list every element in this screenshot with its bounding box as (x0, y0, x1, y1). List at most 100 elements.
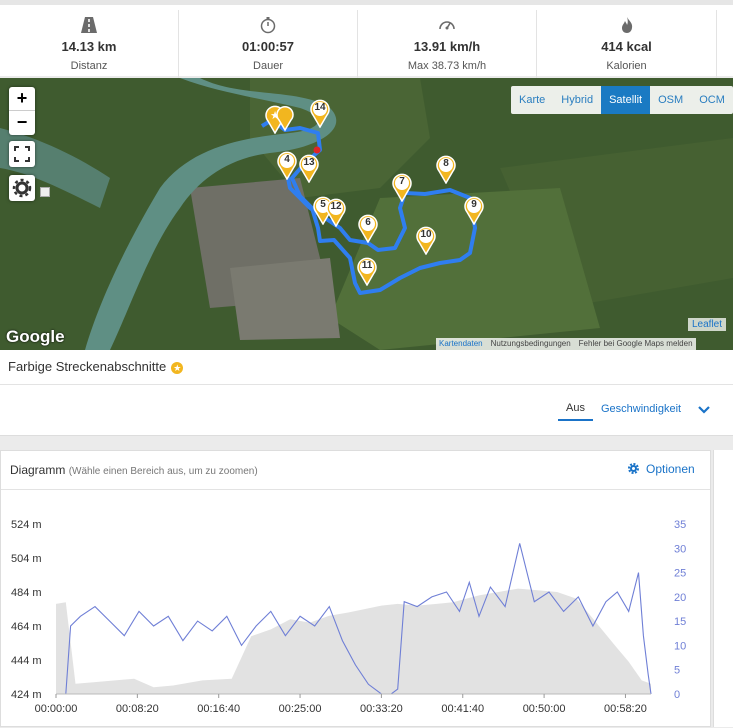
tab-aus[interactable]: Aus (558, 399, 593, 421)
stats-bar: 14.13 km Distanz 01:00:57 Dauer 13.91 km… (0, 0, 733, 78)
route-marker-label: 7 (399, 176, 405, 187)
zoom-control[interactable]: + − (9, 87, 35, 135)
y-right-tick-label: 15 (674, 616, 686, 628)
gear-icon (628, 463, 639, 474)
y-left-tick-label: 424 m (11, 689, 42, 701)
x-tick-label: 00:08:20 (116, 703, 159, 715)
stat-distance: 14.13 km Distanz (0, 10, 179, 78)
route-marker-label: 12 (330, 201, 342, 212)
segments-panel: Farbige Streckenabschnitte ★ Aus Geschwin… (0, 350, 733, 436)
svg-text:★: ★ (270, 109, 280, 122)
map-attribution: Kartendaten Nutzungsbedingungen Fehler b… (436, 338, 696, 350)
route-marker[interactable]: 6 (357, 213, 379, 244)
x-tick-label: 00:58:20 (604, 703, 647, 715)
flame-icon (621, 17, 632, 33)
route-marker[interactable]: 13 (298, 153, 320, 184)
zoom-out-button[interactable]: − (16, 112, 28, 132)
x-tick-label: 00:50:00 (523, 703, 566, 715)
segments-tabs[interactable]: Aus Geschwindigkeit (558, 399, 711, 421)
divider (0, 384, 733, 385)
calories-label: Kalorien (606, 60, 647, 72)
y-left-tick-label: 464 m (11, 621, 42, 633)
route-marker-label: 11 (361, 260, 373, 271)
layer-satellit[interactable]: Satellit (601, 86, 651, 114)
y-left-tick-label: 504 m (11, 553, 42, 565)
x-tick-label: 00:25:00 (279, 703, 322, 715)
route-marker[interactable]: 12 (325, 197, 347, 228)
segments-heading: Farbige Streckenabschnitte ★ (8, 359, 184, 374)
y-right-tick-label: 35 (674, 519, 686, 531)
elevation-series-area (56, 588, 651, 694)
road-icon (81, 17, 97, 33)
google-logo: Google (6, 327, 65, 346)
y-right-tick-label: 5 (674, 665, 680, 677)
route-marker-label: 8 (443, 158, 449, 169)
y-left-tick-label: 444 m (11, 655, 42, 667)
route-marker[interactable]: 14 (309, 98, 331, 129)
chart-hint: (Wähle einen Bereich aus, um zu zoomen) (68, 466, 258, 477)
chart-title: Diagramm (10, 463, 66, 477)
y-right-tick-label: 30 (674, 543, 686, 555)
settings-gear-icon[interactable] (9, 175, 35, 201)
start-marker-star-icon[interactable]: ★ (264, 104, 294, 135)
y-right-tick-label: 0 (674, 689, 680, 701)
elevation-speed-chart[interactable]: 424 m 444 m 464 m 484 m 504 m 524 m 0 5 10 15 20 25… (1, 451, 712, 728)
distance-label: Distanz (70, 60, 108, 72)
y-right-tick-label: 10 (674, 640, 686, 652)
report-error-link[interactable]: Fehler bei Google Maps melden (578, 339, 693, 348)
route-marker[interactable]: 9 (463, 195, 485, 226)
layer-ocm[interactable]: OCM (699, 94, 725, 106)
calories-value: 414 kcal (601, 39, 652, 54)
stat-calories: 414 kcal Kalorien (537, 10, 717, 78)
chevron-down-icon[interactable] (697, 403, 711, 418)
terms-link[interactable]: Nutzungsbedingungen (490, 339, 571, 348)
segments-title: Farbige Streckenabschnitte (8, 359, 167, 374)
fullscreen-icon[interactable] (9, 141, 35, 167)
route-marker-label: 4 (284, 154, 290, 165)
zoom-in-button[interactable]: + (9, 87, 35, 111)
route-marker-label: 13 (303, 157, 315, 168)
map-layer-switcher[interactable]: Karte Hybrid Satellit OSM OCM (511, 86, 733, 114)
route-marker[interactable]: 7 (391, 172, 413, 203)
y-right-tick-label: 25 (674, 568, 686, 580)
layer-checkbox[interactable] (40, 187, 50, 197)
y-right-tick-label: 20 (674, 592, 686, 604)
route-map[interactable] (0, 78, 733, 350)
x-tick-label: 00:00:00 (35, 703, 78, 715)
map-data-link[interactable]: Kartendaten (439, 339, 483, 348)
distance-value: 14.13 km (61, 39, 117, 54)
layer-karte[interactable]: Karte (519, 94, 546, 106)
route-marker-label: 14 (314, 102, 326, 113)
end-dot (313, 146, 321, 154)
star-icon: ★ (171, 361, 184, 374)
duration-label: Dauer (253, 60, 283, 72)
leaflet-link[interactable]: Leaflet (688, 318, 727, 331)
route-marker-label: 5 (320, 199, 326, 210)
x-tick-label: 00:41:40 (441, 703, 484, 715)
route-marker-label: 6 (365, 217, 371, 228)
stat-duration: 01:00:57 Dauer (179, 10, 358, 78)
chart-divider (1, 489, 710, 490)
route-marker-label: 9 (471, 199, 477, 210)
options-button[interactable]: Optionen (627, 462, 695, 476)
speed-value: 13.91 km/h (413, 39, 481, 54)
route-marker[interactable]: 10 (415, 225, 437, 256)
layer-osm[interactable]: OSM (658, 94, 684, 106)
route-marker[interactable]: 8 (435, 154, 457, 185)
y-left-tick-label: 484 m (11, 587, 42, 599)
x-tick-label: 00:33:20 (360, 703, 403, 715)
duration-value: 01:00:57 (241, 39, 295, 54)
route-marker[interactable]: 4 (276, 150, 298, 181)
chart-card: Diagramm (Wähle einen Bereich aus, um zu… (0, 450, 711, 727)
stopwatch-icon (260, 17, 276, 34)
layer-hybrid[interactable]: Hybrid (561, 94, 594, 106)
speed-label: Max 38.73 km/h (407, 60, 487, 72)
options-label: Optionen (646, 462, 695, 476)
speedometer-icon (439, 21, 455, 30)
stat-speed: 13.91 km/h Max 38.73 km/h (358, 10, 537, 78)
route-marker[interactable]: 11 (356, 256, 378, 287)
chart-heading: Diagramm (Wähle einen Bereich aus, um zu… (10, 463, 258, 477)
tab-geschwindigkeit[interactable]: Geschwindigkeit (600, 403, 682, 415)
side-panel-edge (713, 450, 733, 727)
route-marker-label: 10 (420, 229, 432, 240)
